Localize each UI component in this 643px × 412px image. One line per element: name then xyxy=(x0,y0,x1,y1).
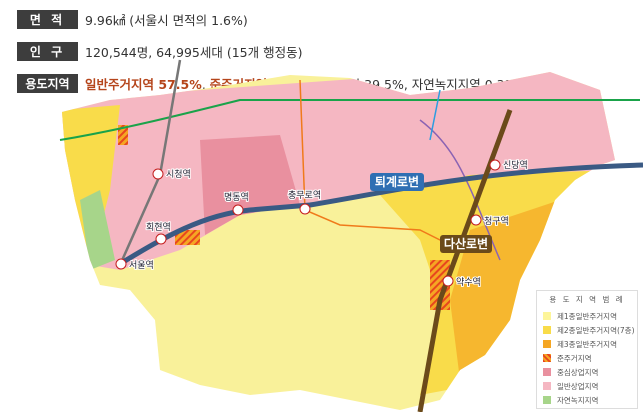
station-label: 청구역 xyxy=(484,216,509,227)
legend-label: 제3종일반주거지역 xyxy=(557,339,617,349)
station-marker[interactable]: 서울역 xyxy=(115,258,155,272)
legend-label: 자연녹지지역 xyxy=(557,395,599,405)
area-row: 면 적 9.96㎢ (서울시 면적의 1.6%) xyxy=(17,9,248,29)
toegye-ro-line xyxy=(116,162,643,268)
legend-swatch xyxy=(543,326,551,334)
station-label: 신당역 xyxy=(503,160,528,171)
separator: , xyxy=(201,76,210,92)
zoning-label: 용도지역 xyxy=(17,73,78,93)
legend-swatch xyxy=(543,340,551,348)
legend-item: 일반상업지역 xyxy=(537,379,637,393)
station-marker[interactable]: 충무로역 xyxy=(287,189,322,215)
station-marker[interactable]: 명동역 xyxy=(223,191,250,216)
dasan-ro-label: 다산로변 xyxy=(444,236,488,251)
toegye-ro-label: 퇴계로변 xyxy=(375,174,419,189)
station-marker[interactable]: 청구역 xyxy=(470,214,510,228)
station-label: 회현역 xyxy=(146,222,171,233)
station-label: 서울역 xyxy=(129,260,154,271)
area-label: 면 적 xyxy=(17,9,78,29)
legend-item: 제2종일반주거지역(7층) xyxy=(537,323,637,337)
area-value: 9.96㎢ (서울시 면적의 1.6%) xyxy=(85,12,248,28)
station-marker[interactable]: 시청역 xyxy=(152,168,192,181)
station-marker[interactable]: 신당역 xyxy=(489,159,529,172)
population-label: 인 구 xyxy=(17,41,78,61)
legend-item: 중심상업지역 xyxy=(537,365,637,379)
dasan-ro-line xyxy=(417,109,513,412)
legend-swatch xyxy=(543,382,551,390)
legend-swatch xyxy=(543,396,551,404)
legend-label: 중심상업지역 xyxy=(557,367,599,377)
population-value: 120,544명, 64,995세대 (15개 행정동) xyxy=(85,44,303,60)
legend-label: 준주거지역 xyxy=(557,353,592,363)
legend-label: 일반상업지역 xyxy=(557,381,599,391)
legend-item: 제1종일반주거지역 xyxy=(537,309,637,323)
central-commercial-zone xyxy=(200,135,300,235)
legend-label: 제2종일반주거지역(7층) xyxy=(557,325,635,335)
legend-item: 제3종일반주거지역 xyxy=(537,337,637,351)
station-label: 시청역 xyxy=(166,169,191,180)
legend-swatch xyxy=(543,368,551,376)
station-label: 명동역 xyxy=(224,192,249,203)
commercial-zone xyxy=(62,72,615,270)
station-label: 약수역 xyxy=(456,276,481,288)
station-label: 충무로역 xyxy=(288,190,321,201)
zoning-legend: 용 도 지 역 범 례 제1종일반주거지역 제2종일반주거지역(7층) 제3종일… xyxy=(536,290,638,409)
legend-item: 자연녹지지역 xyxy=(537,393,637,407)
legend-title: 용 도 지 역 범 례 xyxy=(549,295,625,304)
legend-label: 제1종일반주거지역 xyxy=(557,311,617,321)
population-row: 인 구 120,544명, 64,995세대 (15개 행정동) xyxy=(17,41,302,61)
legend-swatch xyxy=(543,354,551,362)
zoning-general-residential: 일반주거지역 57.5% xyxy=(85,76,202,92)
station-marker[interactable]: 회현역 xyxy=(145,221,172,245)
station-marker[interactable]: 약수역 xyxy=(442,275,482,289)
legend-item: 준주거지역 xyxy=(537,351,637,365)
legend-swatch xyxy=(543,312,551,320)
